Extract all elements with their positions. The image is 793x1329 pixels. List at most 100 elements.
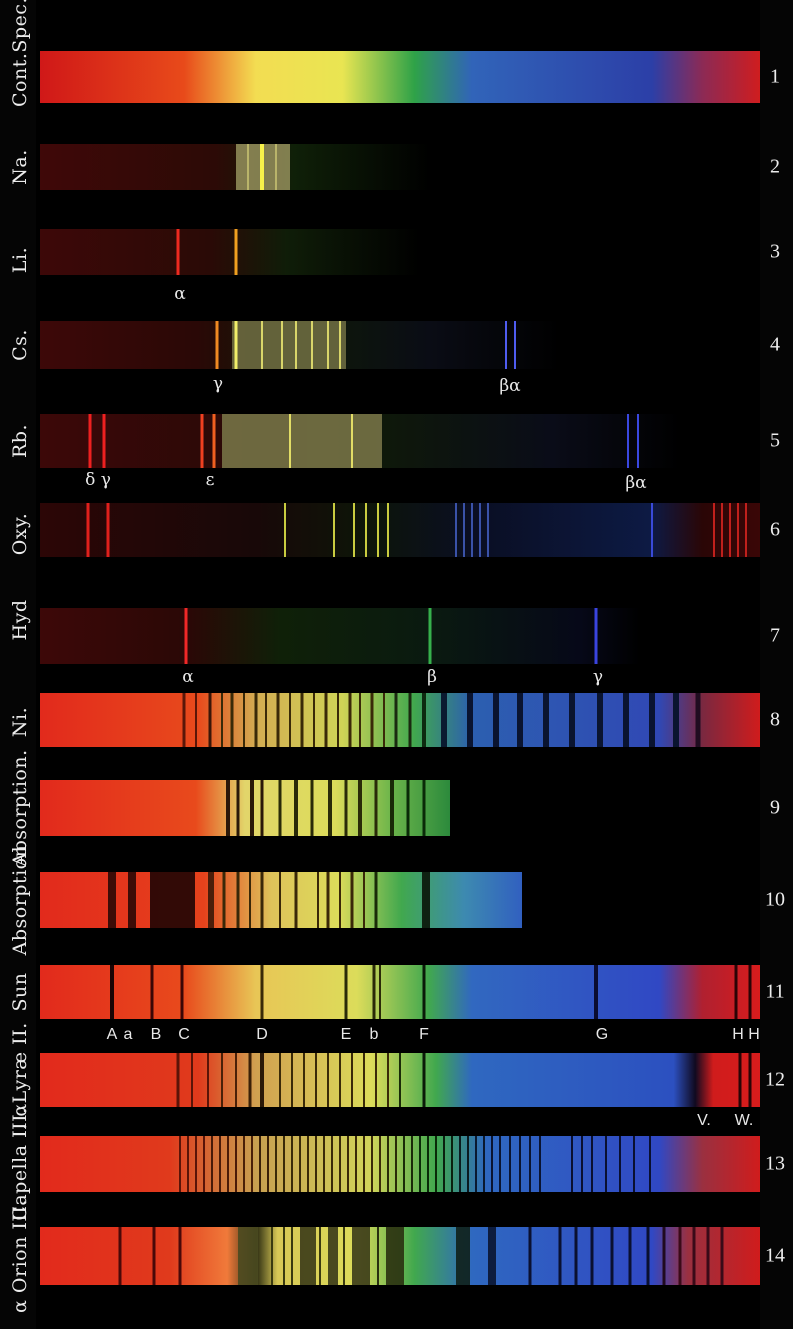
spectral-line (737, 503, 739, 557)
spectrum-14-patch-1 (300, 1227, 316, 1285)
spectral-line (279, 1053, 281, 1107)
spectral-line (487, 503, 489, 557)
row-number-5: 5 (770, 429, 780, 452)
spectral-line (261, 321, 263, 369)
vega-mark-letter: V. (697, 1112, 711, 1129)
spectrum-9 (40, 780, 450, 836)
spectrum-14-patch-0 (238, 1227, 258, 1285)
spectral-line (597, 693, 603, 747)
spectral-line (408, 693, 412, 747)
spectral-line (387, 503, 389, 557)
spectral-line (351, 1053, 353, 1107)
spectral-line (443, 1136, 445, 1192)
spectral-line (475, 1136, 477, 1192)
spectral-line (377, 503, 379, 557)
spectral-line (491, 1136, 493, 1192)
spectral-line (558, 1227, 562, 1285)
spectral-line (222, 872, 226, 928)
spectral-line (265, 693, 267, 747)
spectral-line (234, 321, 238, 369)
row-label-text: Absorption (9, 844, 31, 956)
spectral-line (102, 414, 106, 468)
spectral-line (208, 693, 212, 747)
row-number-3: 3 (770, 240, 780, 263)
spectrum-14-patch-4 (386, 1227, 404, 1285)
spectrum-1 (40, 51, 760, 103)
spectral-line (348, 693, 352, 747)
spectral-line (692, 1227, 696, 1285)
spectrum-6 (40, 503, 760, 557)
spectral-line (178, 1227, 182, 1285)
spectral-line (455, 503, 457, 557)
spectral-line (294, 872, 298, 928)
spectral-line (344, 780, 348, 836)
spectrum-band-1 (40, 51, 760, 103)
spectral-line (411, 1136, 413, 1192)
spectral-line (591, 1136, 593, 1192)
spectrum-band-3 (40, 229, 420, 275)
spectral-line (594, 965, 598, 1019)
spectral-line (283, 1227, 285, 1285)
spectral-line (86, 503, 90, 557)
spectral-line (339, 1053, 341, 1107)
spectral-line (649, 693, 655, 747)
spectrum-5 (40, 414, 680, 468)
spectral-line (695, 693, 701, 747)
line-marker: α (174, 284, 186, 304)
spectrum-band-8 (40, 693, 760, 747)
spectral-line (605, 1136, 607, 1192)
line-marker: γ (212, 374, 224, 394)
spectral-line (191, 1053, 193, 1107)
spectral-line (260, 144, 264, 190)
spectral-line (212, 414, 216, 468)
spectral-line (628, 1227, 632, 1285)
spectral-line (678, 1227, 682, 1285)
spectral-line (317, 872, 319, 928)
spectral-line (307, 1136, 309, 1192)
row-number-11: 11 (765, 980, 785, 1003)
fraunhofer-letter: H (748, 1026, 760, 1043)
spectral-line (571, 1136, 573, 1192)
spectral-line (234, 229, 238, 275)
spectral-line (479, 503, 481, 557)
row-label-text: Oxy. (9, 512, 31, 556)
spectral-line (343, 1227, 345, 1285)
row-label-text: Cs. (9, 329, 31, 361)
row-label-text: Rb. (9, 423, 31, 459)
spectral-line (363, 1053, 365, 1107)
spectral-line (403, 1136, 405, 1192)
spectrum-band-9 (40, 780, 450, 836)
spectral-line (623, 693, 629, 747)
spectral-line (243, 693, 245, 747)
spectral-line (375, 1053, 377, 1107)
spectral-line (247, 144, 249, 190)
spectral-line (574, 1227, 578, 1285)
spectral-line (195, 693, 197, 747)
spectral-line (467, 1136, 469, 1192)
spectral-line (519, 1136, 521, 1192)
spectral-line (279, 872, 281, 928)
spectral-line (221, 1053, 223, 1107)
spectral-line (363, 1136, 365, 1192)
spectral-line (748, 965, 752, 1019)
spectral-line (379, 965, 381, 1019)
spectral-line (471, 503, 473, 557)
row-label-text: α Orion III. (9, 1199, 31, 1313)
spectral-line (291, 1136, 293, 1192)
spectral-line (387, 1053, 389, 1107)
spectral-line (284, 503, 286, 557)
spectrum-2 (40, 144, 430, 190)
spectral-line (211, 1136, 213, 1192)
spectral-line (289, 414, 291, 468)
spectrum-band-6 (40, 503, 760, 557)
fraunhofer-letter: E (340, 1026, 352, 1043)
spectral-line (331, 1136, 333, 1192)
spectral-line (499, 1136, 501, 1192)
spectral-line (350, 872, 354, 928)
spectral-line (106, 503, 110, 557)
spectral-line (294, 780, 298, 836)
spectral-line (195, 1136, 197, 1192)
spectrum-11 (40, 965, 760, 1019)
spectral-line (371, 1136, 373, 1192)
